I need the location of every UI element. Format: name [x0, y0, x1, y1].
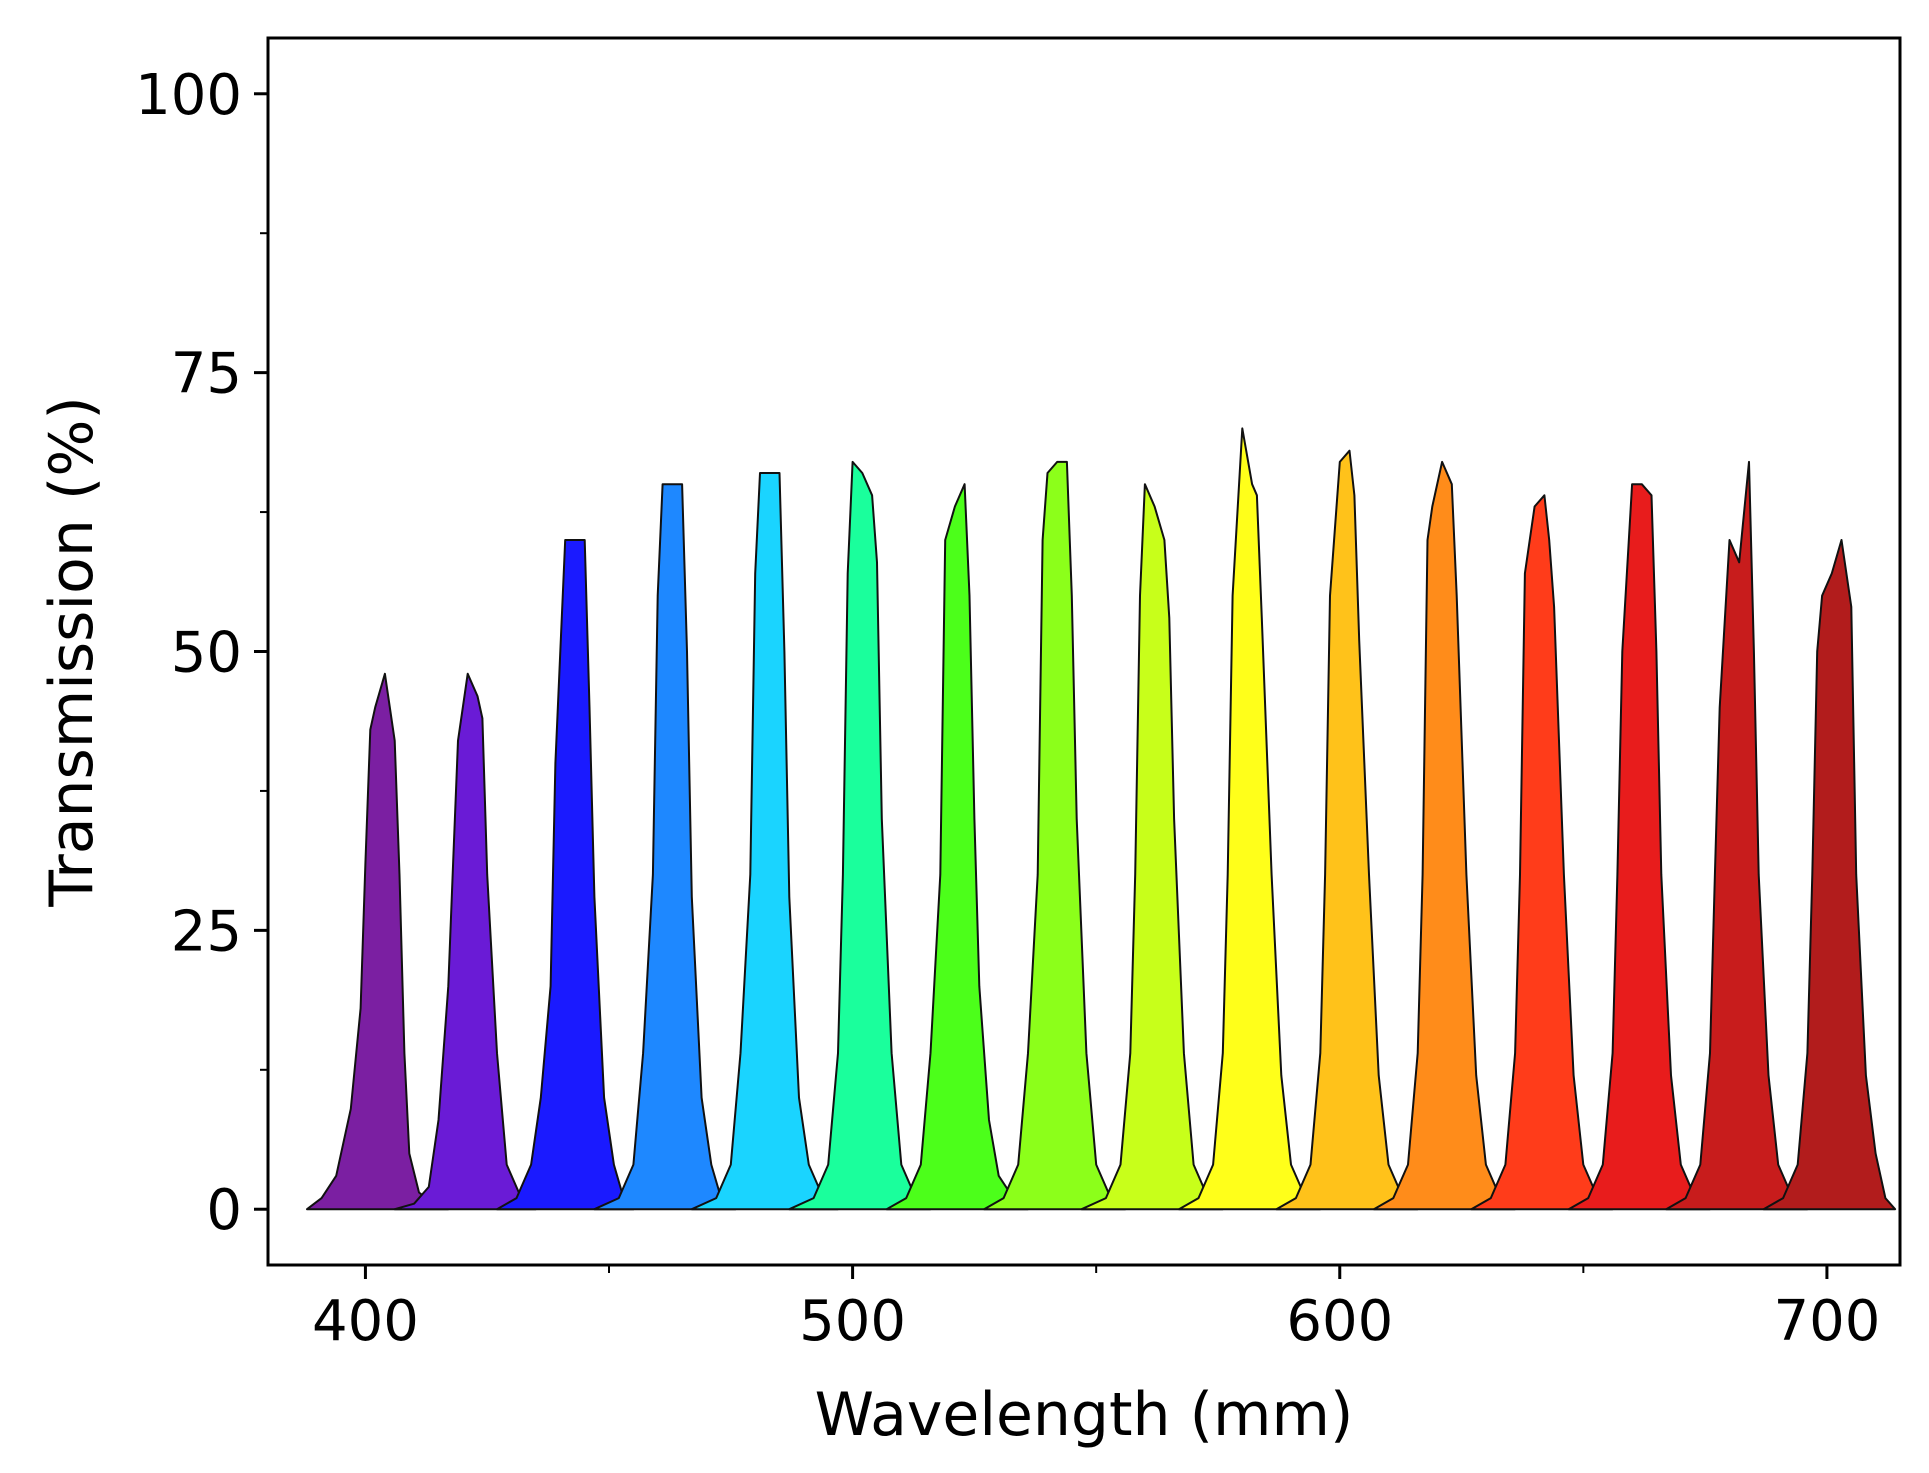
y-tick-label-0: 0 — [206, 1178, 242, 1243]
y-tick-label-50: 50 — [171, 621, 242, 686]
series-band-462 — [593, 483, 737, 1211]
series-layer — [306, 427, 1897, 1211]
y-tick-label-25: 25 — [171, 899, 242, 964]
series-band-421 — [393, 672, 537, 1211]
series-band-501 — [788, 460, 932, 1211]
y-axis-label: Transmission (%) — [37, 396, 107, 908]
series-band-561 — [1080, 483, 1224, 1211]
series-band-702 — [1762, 539, 1897, 1211]
series-band-443 — [496, 539, 635, 1211]
series-band-662 — [1567, 483, 1711, 1211]
tick-layer: 400 500 600 700 0 25 50 75 100 — [135, 63, 1880, 1354]
x-tick-label-600: 600 — [1286, 1289, 1393, 1354]
series-band-580 — [1178, 427, 1322, 1211]
series-band-542 — [983, 460, 1127, 1211]
series-band-482 — [690, 472, 839, 1211]
series-band-683 — [1665, 460, 1809, 1211]
x-tick-label-500: 500 — [799, 1289, 906, 1354]
series-band-602 — [1275, 449, 1419, 1211]
series-band-642 — [1470, 494, 1614, 1211]
x-tick-label-700: 700 — [1773, 1289, 1880, 1354]
y-tick-label-75: 75 — [171, 342, 242, 407]
x-axis-label: Wavelength (mm) — [815, 1380, 1354, 1450]
series-band-522 — [885, 483, 1029, 1211]
y-tick-label-100: 100 — [135, 63, 242, 128]
series-band-621 — [1372, 460, 1517, 1211]
x-tick-label-400: 400 — [312, 1289, 419, 1354]
